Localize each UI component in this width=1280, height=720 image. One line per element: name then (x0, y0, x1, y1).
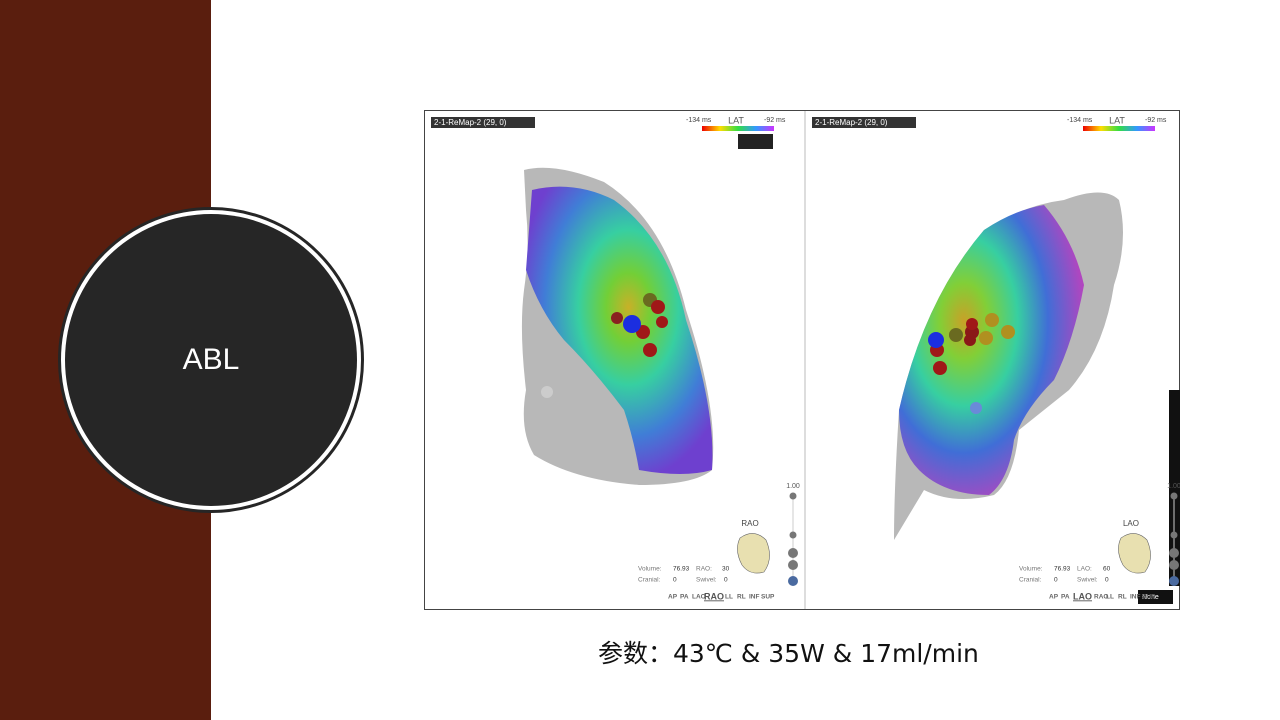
slider-knob[interactable] (1169, 548, 1179, 558)
lat-map (526, 186, 713, 474)
swivel: 0 (1105, 577, 1109, 584)
cranial-label: Cranial: (1019, 577, 1042, 584)
orientation: LAO (1123, 519, 1139, 528)
slider-value: 1.00 (786, 483, 800, 490)
ablation-points (611, 293, 1015, 375)
caption: 参数：43℃ & 35W & 17ml/min (598, 639, 979, 668)
angle-label: LAO: (1077, 566, 1092, 573)
view-button[interactable]: PA (1061, 594, 1070, 601)
screenshot: None 2-1-ReMap-2 (29, 0) -134 ms LAT -92 ms… (424, 110, 1180, 610)
slider-knob[interactable] (788, 576, 798, 586)
view-button[interactable]: PA (680, 594, 689, 601)
volume: 76.93 (673, 566, 690, 573)
scale-bar (1083, 126, 1155, 131)
scale-min: -134 ms (1067, 117, 1093, 124)
slider-value: 1.00 (1167, 483, 1180, 490)
view-button[interactable]: SUP (1142, 594, 1156, 601)
side-panel (1169, 390, 1180, 586)
slider-knob[interactable] (1170, 531, 1178, 539)
swivel: 0 (724, 577, 728, 584)
volume-label: Volume: (638, 566, 662, 573)
view-button[interactable]: RL (737, 594, 746, 601)
slider-knob[interactable] (1169, 576, 1179, 586)
scale-bar (702, 126, 774, 131)
volume: 76.93 (1054, 566, 1071, 573)
scale-label: LAT (1109, 115, 1125, 125)
heart-icon (737, 533, 770, 574)
view-button[interactable]: LAO (692, 594, 706, 601)
angle: 30 (722, 566, 730, 573)
swivel-label: Swivel: (696, 577, 717, 584)
slider-knob[interactable] (1169, 560, 1179, 570)
dropdown[interactable]: None (1142, 594, 1159, 601)
angle: 60 (1103, 566, 1111, 573)
cranial: 0 (673, 577, 677, 584)
view-button[interactable]: INF (749, 594, 760, 601)
marker (970, 402, 982, 414)
toolbar-icon[interactable] (738, 134, 773, 149)
slider-knob[interactable] (788, 560, 798, 570)
view-button[interactable]: AP (1049, 594, 1059, 601)
view-button[interactable]: INF (1130, 594, 1141, 601)
slider-knob[interactable] (789, 531, 797, 539)
orientation: RAO (741, 519, 758, 528)
cranial-label: Cranial: (638, 577, 661, 584)
angle-label: RAO: (696, 566, 712, 573)
volume-label: Volume: (1019, 566, 1043, 573)
view-button[interactable]: LL (725, 594, 733, 601)
panel: 2-1-ReMap-2 (29, 0) -134 ms LAT -92 ms 1.00 R… (431, 115, 800, 601)
map-name-box[interactable] (431, 117, 535, 128)
heart-icon (1118, 533, 1151, 574)
map-name-box[interactable] (812, 117, 916, 128)
scale-min: -134 ms (686, 117, 712, 124)
scale-label: LAT (728, 115, 744, 125)
swivel-label: Swivel: (1077, 577, 1098, 584)
view-button[interactable]: RAO (704, 591, 724, 601)
scale-max: -92 ms (764, 117, 786, 124)
scale-max: -92 ms (1145, 117, 1167, 124)
view-button[interactable]: LL (1106, 594, 1114, 601)
dropdown-box[interactable] (1138, 590, 1173, 604)
view-button[interactable]: RAO (1094, 594, 1108, 601)
marker (541, 386, 553, 398)
panel: 2-1-ReMap-2 (29, 0) -134 ms LAT -92 ms 1.00 L… (812, 115, 1180, 601)
slide-title: ABL (65, 214, 357, 506)
map-name[interactable]: 2-1-ReMap-2 (29, 0) (434, 118, 507, 127)
cranial: 0 (1054, 577, 1058, 584)
slider-knob[interactable] (789, 492, 797, 500)
lat-map (899, 205, 1084, 495)
map-name[interactable]: 2-1-ReMap-2 (29, 0) (815, 118, 888, 127)
view-button[interactable]: LAO (1073, 591, 1092, 601)
view-button[interactable]: AP (668, 594, 678, 601)
slider-knob[interactable] (1170, 492, 1178, 500)
slider-knob[interactable] (788, 548, 798, 558)
view-button[interactable]: RL (1118, 594, 1127, 601)
view-button[interactable]: SUP (761, 594, 775, 601)
